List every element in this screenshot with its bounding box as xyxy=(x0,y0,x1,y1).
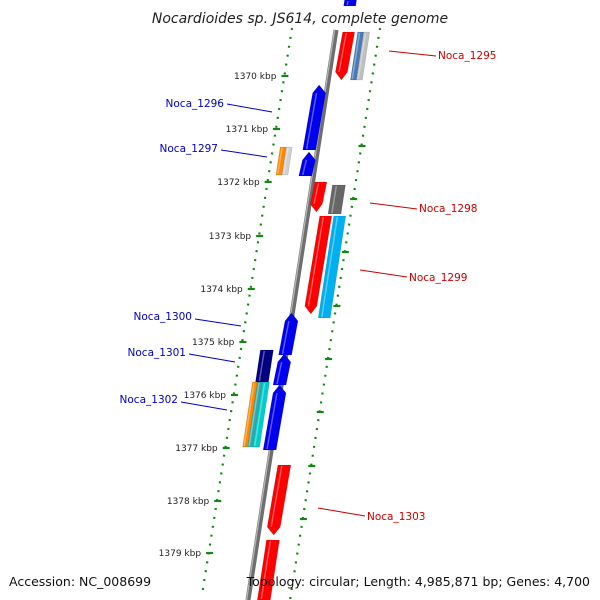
gene-label-text[interactable]: Noca_1301 xyxy=(128,347,186,359)
gene-block-noca-1297[interactable] xyxy=(298,151,316,177)
gene-label-noca-1301[interactable]: Noca_1301 xyxy=(128,347,236,363)
gene-labels: Noca_1295 Noca_1296 Noca_1297 Noca_1298 Noca… xyxy=(120,50,497,523)
gene-label-text[interactable]: Noca_1302 xyxy=(120,394,178,406)
tick-label: 1371 kbp xyxy=(226,125,269,135)
accession-text: Accession: NC_008699 xyxy=(9,574,151,589)
gene-label-text[interactable]: Noca_1299 xyxy=(409,272,467,284)
leader-line xyxy=(188,353,236,363)
tick-label: 1378 kbp xyxy=(167,497,210,507)
gene-block-noca-1298[interactable] xyxy=(327,184,346,215)
tick-label: 1375 kbp xyxy=(192,338,235,348)
tick-label: 1370 kbp xyxy=(234,72,277,82)
gene-block-noca-1296[interactable] xyxy=(302,84,326,151)
gene-block-noca-1302[interactable] xyxy=(262,384,287,451)
gene-label-text[interactable]: Noca_1297 xyxy=(160,143,218,155)
gene-block-noca-1300[interactable] xyxy=(278,312,299,356)
tick-label: 1373 kbp xyxy=(209,232,252,242)
gene-block-noca-1295-c[interactable] xyxy=(356,31,371,81)
gene-block-noca-1295[interactable] xyxy=(335,31,356,81)
gene-block-noca-1299[interactable] xyxy=(317,215,347,319)
leader-line xyxy=(180,401,228,411)
gene-block-noca-1301-a[interactable] xyxy=(255,349,274,383)
leader-line xyxy=(220,149,268,158)
topology-text: Topology: circular; Length: 4,985,871 bp… xyxy=(246,574,590,589)
tick-label: 1377 kbp xyxy=(175,444,218,454)
map-title: Nocardioides sp. JS614, complete genome xyxy=(152,11,448,27)
ruler-ticks: 1370 kbp 1371 kbp 1372 kbp 1373 kbp 1374 kbp… xyxy=(159,72,366,559)
gene-block-noca-1301[interactable] xyxy=(272,353,292,386)
gene-block-noca-1302-c[interactable] xyxy=(252,381,270,448)
leader-line xyxy=(226,103,273,113)
gene-label-noca-1300[interactable]: Noca_1300 xyxy=(134,311,242,327)
leader-line xyxy=(194,318,242,327)
gene-block-noca-1303[interactable] xyxy=(266,464,292,536)
gene-label-text[interactable]: Noca_1296 xyxy=(166,98,225,110)
gene-label-text[interactable]: Noca_1300 xyxy=(134,311,192,323)
tick-label: 1379 kbp xyxy=(159,549,202,559)
gene-label-noca-1298[interactable]: Noca_1298 xyxy=(369,202,477,215)
gene-label-noca-1296[interactable]: Noca_1296 xyxy=(166,98,273,113)
gene-label-noca-1297[interactable]: Noca_1297 xyxy=(160,143,268,158)
tick-label: 1374 kbp xyxy=(200,285,243,295)
gene-label-noca-1295[interactable]: Noca_1295 xyxy=(388,50,496,62)
gene-label-noca-1303[interactable]: Noca_1303 xyxy=(317,507,425,523)
leader-line xyxy=(369,202,418,210)
leader-line xyxy=(388,50,437,57)
gene-block-noca-1298-a[interactable] xyxy=(310,181,328,213)
gene-block-noca-1299-a[interactable] xyxy=(304,215,333,315)
gene-block-noca-1297-b[interactable] xyxy=(281,146,293,176)
gene-features xyxy=(242,0,371,600)
tick-label: 1376 kbp xyxy=(184,391,227,401)
right-dotted-track xyxy=(288,27,382,600)
tick-label: 1372 kbp xyxy=(217,178,260,188)
leader-line xyxy=(359,269,408,278)
gene-label-noca-1299[interactable]: Noca_1299 xyxy=(359,269,467,284)
gene-label-text[interactable]: Noca_1303 xyxy=(367,511,425,523)
gene-label-text[interactable]: Noca_1295 xyxy=(438,50,496,62)
leader-line xyxy=(317,507,366,517)
gene-block-bottom[interactable] xyxy=(257,539,280,600)
gene-label-noca-1302[interactable]: Noca_1302 xyxy=(120,394,228,411)
gene-block-top[interactable] xyxy=(343,0,357,7)
gene-label-text[interactable]: Noca_1298 xyxy=(419,203,477,215)
